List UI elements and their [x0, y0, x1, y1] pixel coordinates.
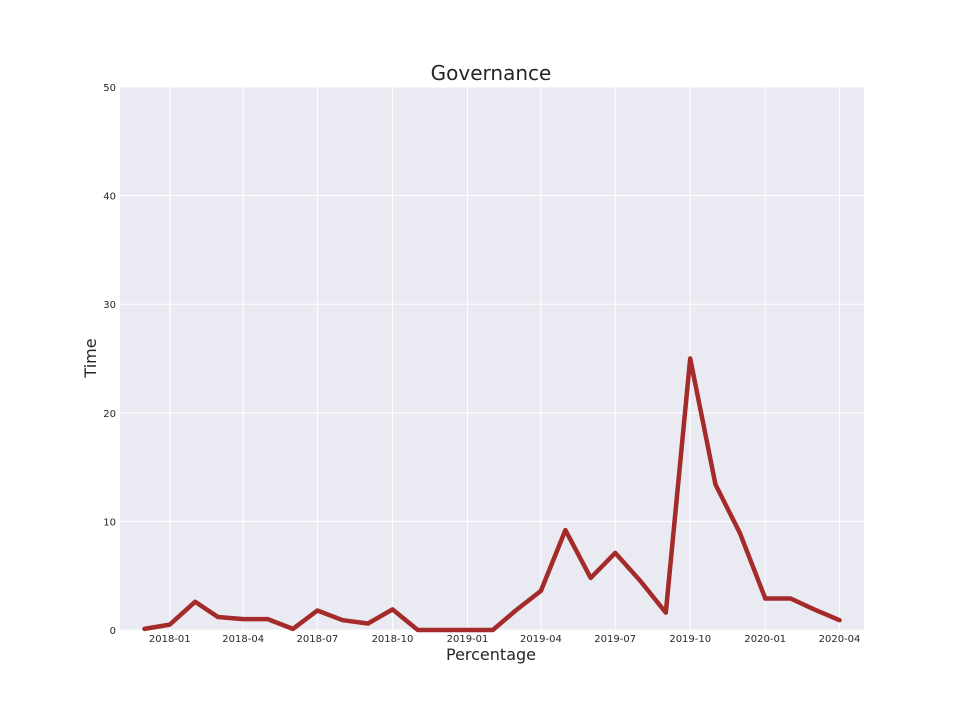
y-gridlines [120, 86, 864, 631]
y-tick-label: 0 [110, 626, 116, 637]
x-tick-label: 2018-01 [149, 634, 191, 645]
y-axis-label: Time [81, 338, 100, 378]
y-tick-label: 40 [103, 192, 116, 203]
y-tick-label: 10 [103, 517, 116, 528]
y-tick-label: 30 [103, 300, 116, 311]
y-tick-label: 50 [103, 83, 116, 94]
y-tick-labels: 0 10 20 30 40 50 [103, 83, 116, 637]
x-tick-label: 2019-10 [669, 634, 711, 645]
chart-title: Governance [431, 61, 552, 85]
x-axis-label: Percentage [446, 645, 536, 664]
y-tick-label: 20 [103, 409, 116, 420]
plot-area [120, 87, 864, 630]
x-tick-label: 2018-04 [222, 634, 264, 645]
x-tick-label: 2019-01 [447, 634, 489, 645]
x-tick-label: 2020-01 [744, 634, 786, 645]
x-tick-labels: 2018-01 2018-04 2018-07 2018-10 2019-01 2019-… [149, 634, 861, 645]
x-tick-label: 2018-10 [372, 634, 414, 645]
series-layer [142, 356, 842, 633]
series-line [142, 356, 842, 633]
x-tick-label: 2018-07 [297, 634, 339, 645]
x-tick-label: 2019-04 [520, 634, 562, 645]
x-tick-label: 2019-07 [594, 634, 636, 645]
x-tick-label: 2020-04 [819, 634, 861, 645]
